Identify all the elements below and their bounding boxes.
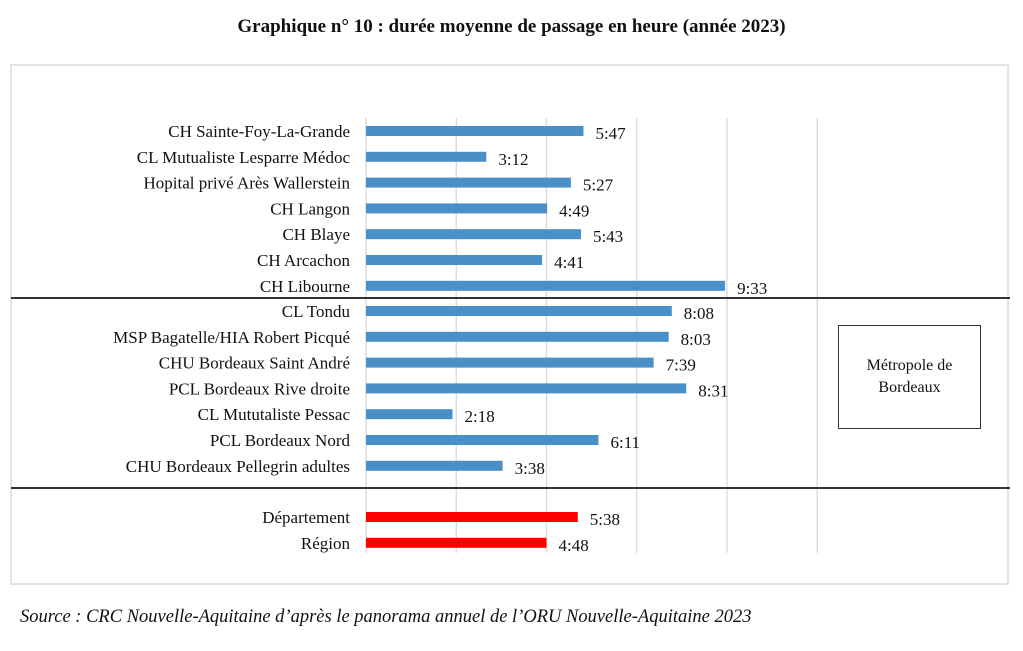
- category-label: CL Mututaliste Pessac: [198, 405, 351, 424]
- value-label: 9:33: [737, 279, 767, 298]
- value-label: 5:27: [583, 176, 614, 195]
- category-label: Département: [262, 508, 350, 527]
- value-label: 4:49: [559, 201, 589, 220]
- category-label: CH Blaye: [282, 225, 350, 244]
- bar-1-1: [366, 331, 669, 342]
- category-label: CL Mutualiste Lesparre Médoc: [137, 148, 351, 167]
- bar-2-0: [366, 512, 578, 522]
- bar-1-0: [366, 306, 672, 316]
- value-label: 8:31: [698, 381, 728, 400]
- category-label: PCL Bordeaux Nord: [210, 431, 351, 450]
- value-label: 3:38: [515, 459, 545, 478]
- bar-0-5: [366, 255, 543, 265]
- bar-1-3: [366, 383, 687, 394]
- value-label: 2:18: [464, 407, 494, 426]
- value-label: 5:43: [593, 227, 623, 246]
- bar-0-1: [366, 151, 487, 162]
- category-label: CH Langon: [270, 199, 350, 218]
- category-label: Région: [301, 534, 351, 553]
- metropole-annotation-box: Métropole de Bordeaux: [838, 325, 981, 429]
- category-label: CHU Bordeaux Saint André: [159, 354, 350, 373]
- category-label: Hopital privé Arès Wallerstein: [143, 174, 350, 193]
- category-label: CHU Bordeaux Pellegrin adultes: [126, 457, 350, 476]
- category-label: CH Sainte-Foy-La-Grande: [168, 122, 350, 141]
- bar-1-5: [366, 435, 599, 445]
- value-label: 5:38: [590, 510, 620, 529]
- bar-1-2: [366, 357, 654, 368]
- value-label: 8:08: [684, 304, 714, 323]
- chart-frame: [10, 64, 1009, 585]
- category-label: CH Libourne: [260, 277, 350, 296]
- bar-0-4: [366, 229, 581, 240]
- category-label: CH Arcachon: [257, 251, 351, 270]
- bar-0-6: [366, 280, 726, 291]
- value-label: 6:11: [610, 433, 640, 452]
- category-label: PCL Bordeaux Rive droite: [169, 379, 350, 398]
- value-label: 4:41: [554, 253, 584, 272]
- category-label: MSP Bagatelle/HIA Robert Picqué: [113, 328, 350, 347]
- bar-0-0: [366, 126, 584, 136]
- value-label: 5:47: [595, 124, 626, 143]
- source-note: Source : CRC Nouvelle-Aquitaine d’après …: [20, 607, 752, 627]
- value-label: 3:12: [498, 150, 528, 169]
- category-label: CL Tondu: [282, 302, 351, 321]
- value-label: 4:48: [558, 536, 588, 555]
- chart-title: Graphique n° 10 : durée moyenne de passa…: [237, 16, 786, 37]
- bar-1-4: [366, 409, 453, 420]
- bar-0-2: [366, 177, 571, 188]
- bar-1-6: [366, 460, 503, 471]
- bar-2-1: [366, 537, 547, 548]
- value-label: 8:03: [681, 330, 711, 349]
- bar-0-3: [366, 203, 548, 214]
- value-label: 7:39: [666, 356, 696, 375]
- metropole-annotation-text: Métropole de Bordeaux: [866, 357, 953, 396]
